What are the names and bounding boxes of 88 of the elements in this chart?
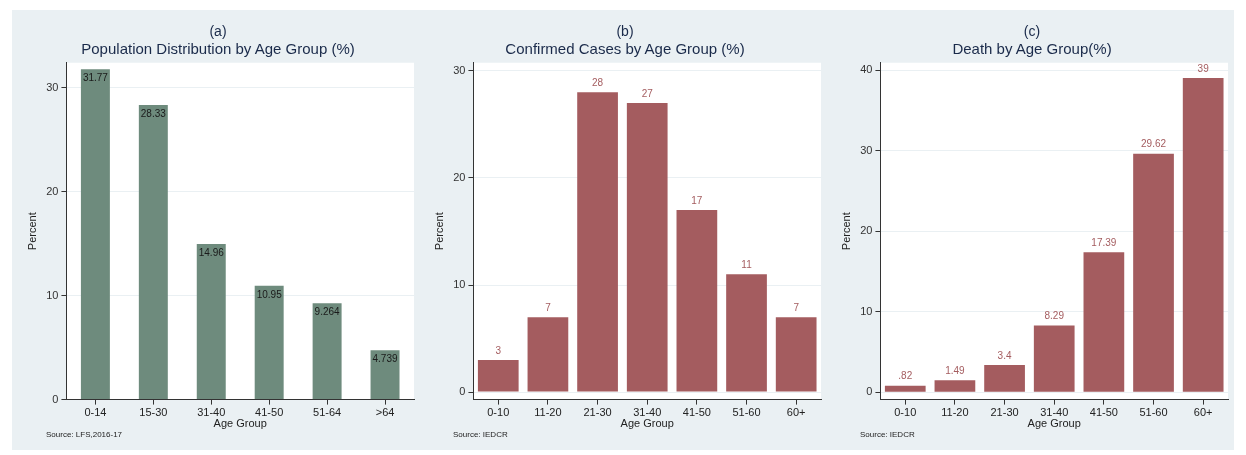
bar [775, 317, 817, 392]
y-tick-label: 10 [860, 304, 873, 317]
x-tick-label: 41-50 [1090, 406, 1119, 419]
bar [626, 102, 668, 392]
x-tick-label: 21-30 [583, 406, 612, 419]
chart-subtitle: Population Distribution by Age Group (%) [80, 39, 355, 57]
source-note: Source: LFS,2016-17 [45, 430, 123, 440]
y-tick-label: 20 [453, 170, 466, 183]
data-label: 28.33 [140, 107, 166, 119]
y-tick-label: 10 [453, 278, 466, 291]
data-label: 3.4 [997, 349, 1013, 361]
data-label: 14.96 [198, 246, 224, 258]
bar [726, 274, 767, 392]
x-tick-label: 15-30 [138, 406, 168, 419]
bar [254, 285, 284, 400]
source-note: Source: IEDCR [452, 430, 508, 440]
chart-title: (a) [209, 23, 227, 40]
bar [885, 385, 926, 392]
bar [1133, 153, 1175, 392]
data-label: .82 [898, 370, 913, 382]
bar [1034, 325, 1075, 392]
x-tick-label: >64 [375, 406, 395, 419]
x-tick-label: 51-60 [732, 406, 761, 419]
bar [1183, 78, 1224, 392]
bar [577, 92, 618, 392]
x-axis-title: Age Group [1027, 417, 1082, 430]
source-note: Source: IEDCR [860, 430, 916, 440]
x-tick-label: 60+ [1194, 406, 1213, 419]
y-tick-label: 30 [45, 80, 59, 93]
bar [80, 69, 110, 400]
data-label: 1.49 [945, 365, 966, 377]
bar [1083, 252, 1125, 392]
x-tick-label: 0-14 [84, 406, 107, 419]
data-label: 17.39 [1091, 236, 1118, 248]
data-label: 7 [793, 301, 800, 313]
x-tick-label: 31-40 [633, 406, 662, 419]
data-label: 3 [495, 344, 502, 356]
bar [138, 105, 168, 400]
data-label: 27 [641, 87, 654, 99]
y-axis-title: Percent [25, 212, 38, 251]
bar [196, 244, 226, 400]
y-tick-label: 0 [866, 385, 873, 398]
y-tick-label: 0 [459, 385, 466, 398]
x-tick-label: 51-60 [1139, 406, 1168, 419]
x-tick-label: 11-20 [941, 406, 969, 419]
x-tick-label: 0-10 [894, 406, 917, 419]
data-label: 11 [741, 259, 753, 271]
data-label: 4.739 [372, 353, 398, 365]
bar [934, 380, 976, 392]
y-tick-label: 30 [860, 143, 873, 156]
data-label: 29.62 [1141, 138, 1167, 150]
data-label: 8.29 [1044, 310, 1065, 322]
y-tick-label: 10 [45, 288, 59, 301]
data-label: 7 [545, 301, 552, 313]
y-tick-label: 30 [453, 63, 466, 76]
bar [312, 303, 342, 400]
bar [984, 364, 1026, 392]
bar [676, 210, 718, 392]
y-tick-label: 20 [860, 224, 873, 237]
y-tick-label: 0 [51, 392, 59, 405]
x-axis-title: Age Group [213, 417, 267, 430]
data-label: 31.77 [82, 72, 108, 84]
bar [527, 317, 569, 392]
y-tick-label: 20 [45, 184, 59, 197]
y-tick-label: 40 [860, 63, 873, 76]
x-tick-label: 0-10 [487, 406, 510, 419]
x-tick-label: 31-40 [1040, 406, 1069, 419]
chart-title: (b) [616, 23, 634, 40]
x-tick-label: 31-40 [196, 406, 225, 419]
data-label: 9.264 [314, 306, 340, 318]
y-axis-title: Percent [432, 212, 445, 251]
x-tick-label: 51-64 [312, 406, 341, 419]
data-label: 28 [591, 77, 604, 88]
x-tick-label: 11-20 [534, 406, 562, 419]
data-label: 39 [1197, 62, 1210, 74]
x-tick-label: 21-30 [990, 406, 1019, 419]
chart-subtitle: Confirmed Cases by Age Group (%) [505, 39, 745, 57]
y-axis-title: Percent [839, 212, 852, 251]
x-axis-title: Age Group [620, 417, 674, 430]
data-label: 17 [691, 194, 703, 206]
data-label: 10.95 [256, 288, 282, 300]
x-tick-label: 41-50 [254, 406, 283, 419]
x-tick-label: 41-50 [682, 406, 711, 419]
chart-subtitle: Death by Age Group(%) [952, 39, 1112, 57]
x-tick-label: 60+ [786, 406, 806, 419]
chart-title: (c) [1024, 23, 1041, 40]
bar [370, 350, 400, 400]
bar [477, 359, 519, 392]
